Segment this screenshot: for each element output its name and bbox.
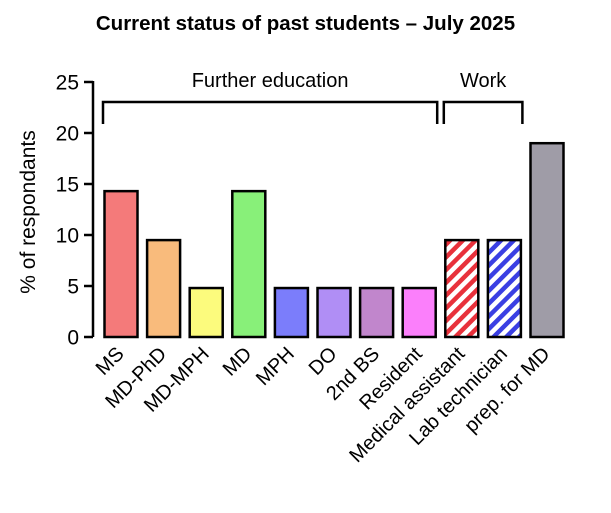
group-label: Further education <box>192 70 349 92</box>
y-tick-label: 0 <box>67 327 79 350</box>
bar-2nd-bs <box>358 286 395 339</box>
bar-md-phd <box>145 238 182 339</box>
bar-md-mph <box>188 286 224 339</box>
bar-md <box>231 189 267 339</box>
bar-ms <box>103 189 139 339</box>
y-tick-label: 10 <box>56 225 79 248</box>
bar-medical-assistant <box>444 238 480 339</box>
group-bracket <box>101 100 439 124</box>
group-label: Work <box>460 70 507 92</box>
bar-do <box>316 286 352 339</box>
y-tick-label: 15 <box>56 174 79 197</box>
bar-mph <box>273 286 310 339</box>
chart-title: Current status of past students – July 2… <box>95 12 516 35</box>
bar-lab-technician <box>486 238 523 339</box>
bar-prep-for-md <box>529 141 565 339</box>
x-tick-label: MPH <box>252 343 299 390</box>
y-tick-label: 5 <box>67 276 79 299</box>
x-tick-label: MD <box>219 343 257 381</box>
y-axis: 0 5 10 15 20 25 <box>56 72 95 350</box>
bar-resident <box>401 286 437 339</box>
group-brackets: Further education Work <box>101 70 524 124</box>
y-tick-label: 20 <box>56 123 79 146</box>
bars-group <box>103 141 565 339</box>
y-tick-label: 25 <box>56 72 79 95</box>
group-bracket <box>442 100 524 124</box>
y-axis-label: % of respondants <box>17 130 40 293</box>
